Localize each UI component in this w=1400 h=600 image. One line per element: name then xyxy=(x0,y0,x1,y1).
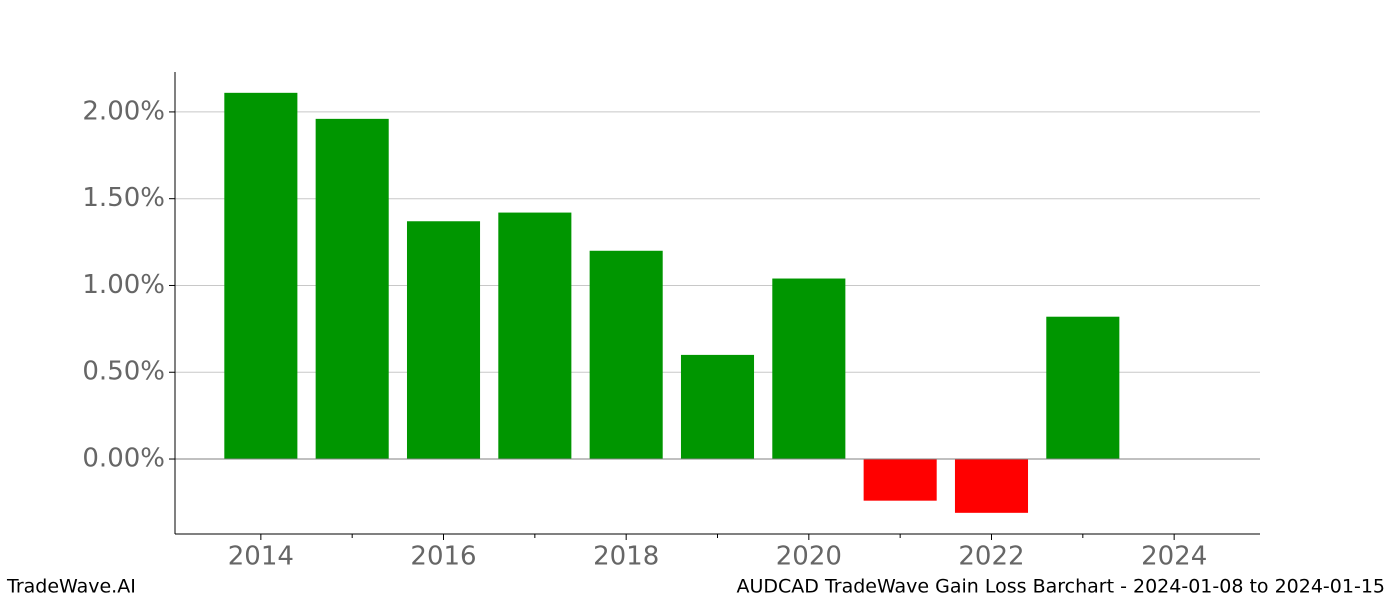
bar xyxy=(315,118,389,460)
bar xyxy=(1046,316,1120,460)
x-tick-label: 2024 xyxy=(1141,542,1207,572)
x-tick-label: 2016 xyxy=(410,542,476,572)
x-tick-label: 2018 xyxy=(593,542,659,572)
x-tick-label: 2020 xyxy=(776,542,842,572)
bar xyxy=(680,354,755,460)
bar xyxy=(224,92,298,460)
bar xyxy=(589,250,663,460)
bar xyxy=(863,459,937,501)
x-tick-label: 2022 xyxy=(958,542,1024,572)
y-tick-label: 2.00% xyxy=(82,96,165,126)
y-tick-label: 0.00% xyxy=(82,444,165,474)
y-tick-label: 0.50% xyxy=(82,357,165,387)
bar xyxy=(406,221,481,460)
bar xyxy=(498,212,572,460)
y-tick-label: 1.50% xyxy=(82,183,165,213)
x-tick-label: 2014 xyxy=(228,542,294,572)
bar xyxy=(954,459,1029,513)
chart-title: AUDCAD TradeWave Gain Loss Barchart - 20… xyxy=(736,576,1385,598)
y-tick-label: 1.00% xyxy=(82,270,165,300)
bar xyxy=(772,278,846,460)
watermark: TradeWave.AI xyxy=(6,576,136,598)
